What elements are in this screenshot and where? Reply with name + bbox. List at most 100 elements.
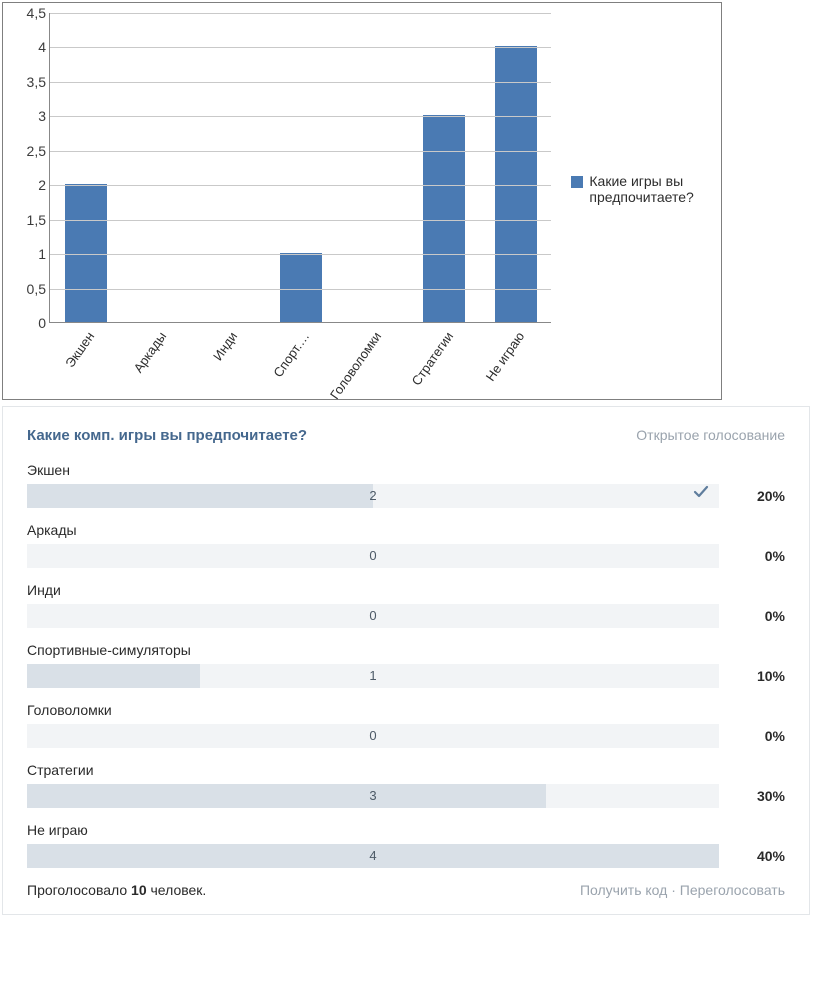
- poll-bar-track: 0: [27, 604, 719, 628]
- poll-links: Получить код · Переголосовать: [580, 882, 785, 898]
- y-tick-label: 0,5: [16, 281, 46, 297]
- poll-option-label: Головоломки: [27, 702, 785, 718]
- poll-bar-track: 0: [27, 724, 719, 748]
- bar-column: [50, 13, 122, 322]
- poll-option[interactable]: Головоломки 0 0%: [27, 702, 785, 748]
- chart-legend: Какие игры вы предпочитаете?: [571, 173, 711, 205]
- bar-column: [337, 13, 409, 322]
- bar-column: [480, 13, 552, 322]
- bar-column: [193, 13, 265, 322]
- poll-option-percent: 0%: [737, 728, 785, 744]
- x-tick-label: Головоломки: [327, 329, 384, 402]
- bar: [65, 184, 107, 322]
- revote-link[interactable]: Переголосовать: [680, 882, 785, 898]
- gridline: [50, 82, 551, 83]
- x-tick-label: Не играю: [483, 329, 528, 384]
- poll-option-row: 4 40%: [27, 844, 785, 868]
- y-tick-label: 2: [16, 177, 46, 193]
- check-icon: [693, 484, 709, 508]
- poll-bar-votes: 0: [27, 604, 719, 628]
- gridline: [50, 185, 551, 186]
- y-tick-label: 3: [16, 108, 46, 124]
- poll-bar-votes: 4: [27, 844, 719, 868]
- poll-options: Экшен 2 20% Аркады 0 0% Инди 0 0% Спортивные-симу…: [27, 462, 785, 868]
- poll-option-label: Стратегии: [27, 762, 785, 778]
- poll-option-row: 3 30%: [27, 784, 785, 808]
- gridline: [50, 116, 551, 117]
- poll-option[interactable]: Экшен 2 20%: [27, 462, 785, 508]
- x-tick-label: Спорт.…: [270, 329, 312, 380]
- poll-footer: Проголосовало 10 человек. Получить код ·…: [27, 882, 785, 898]
- y-tick-label: 1: [16, 246, 46, 262]
- gridline: [50, 289, 551, 290]
- x-tick-label: Аркады: [130, 329, 169, 375]
- poll-bar-votes: 2: [27, 484, 719, 508]
- poll-option-percent: 30%: [737, 788, 785, 804]
- x-axis-labels: Экшен Аркады Инди Спорт.… ГоловоломкиСтратег…: [49, 323, 551, 393]
- poll-header: Какие комп. игры вы предпочитаете? Откры…: [27, 427, 785, 444]
- poll-voters: Проголосовало 10 человек.: [27, 882, 206, 898]
- x-label-cell: Не играю: [480, 323, 552, 393]
- poll-option[interactable]: Спортивные-симуляторы 1 10%: [27, 642, 785, 688]
- poll-option-row: 0 0%: [27, 604, 785, 628]
- bar-column: [265, 13, 337, 322]
- poll-bar-track: 4: [27, 844, 719, 868]
- poll-bar-track: 0: [27, 544, 719, 568]
- poll-option-label: Аркады: [27, 522, 785, 538]
- plot-region: 00,511,522,533,544,5: [49, 13, 551, 323]
- bar: [495, 46, 537, 322]
- y-tick-label: 0: [16, 315, 46, 331]
- chart-plot: 00,511,522,533,544,5 Экшен Аркады Инди Спор…: [13, 13, 551, 393]
- x-label-cell: Стратегии: [408, 323, 480, 393]
- y-tick-label: 3,5: [16, 74, 46, 90]
- bar-column: [122, 13, 194, 322]
- gridline: [50, 254, 551, 255]
- x-label-cell: Аркады: [121, 323, 193, 393]
- poll-option-percent: 40%: [737, 848, 785, 864]
- bar-chart-card: 00,511,522,533,544,5 Экшен Аркады Инди Спор…: [2, 2, 722, 400]
- x-label-cell: Экшен: [49, 323, 121, 393]
- bars-container: [50, 13, 551, 322]
- x-label-cell: Инди: [193, 323, 265, 393]
- x-tick-label: Стратегии: [408, 329, 456, 388]
- chart-area: 00,511,522,533,544,5 Экшен Аркады Инди Спор…: [13, 13, 711, 393]
- voters-prefix: Проголосовало: [27, 882, 131, 898]
- get-code-link[interactable]: Получить код: [580, 882, 667, 898]
- poll-bar-votes: 1: [27, 664, 719, 688]
- gridline: [50, 47, 551, 48]
- poll-option-label: Не играю: [27, 822, 785, 838]
- poll-bar-votes: 0: [27, 724, 719, 748]
- poll-option[interactable]: Инди 0 0%: [27, 582, 785, 628]
- legend-swatch: [571, 176, 583, 188]
- y-tick-label: 4,5: [16, 5, 46, 21]
- x-tick-label: Инди: [210, 329, 240, 363]
- poll-bar-votes: 0: [27, 544, 719, 568]
- voters-count: 10: [131, 882, 147, 898]
- poll-option-row: 0 0%: [27, 724, 785, 748]
- poll-option-percent: 0%: [737, 548, 785, 564]
- poll-bar-votes: 3: [27, 784, 719, 808]
- poll-option-label: Спортивные-симуляторы: [27, 642, 785, 658]
- poll-option-row: 2 20%: [27, 484, 785, 508]
- poll-option-percent: 20%: [737, 488, 785, 504]
- poll-option-label: Инди: [27, 582, 785, 598]
- x-label-cell: Головоломки: [336, 323, 408, 393]
- y-tick-label: 1,5: [16, 212, 46, 228]
- poll-card: Какие комп. игры вы предпочитаете? Откры…: [2, 406, 810, 915]
- x-tick-label: Экшен: [62, 329, 97, 370]
- poll-option[interactable]: Не играю 4 40%: [27, 822, 785, 868]
- poll-option-row: 0 0%: [27, 544, 785, 568]
- bar-column: [408, 13, 480, 322]
- poll-option[interactable]: Стратегии 3 30%: [27, 762, 785, 808]
- voters-suffix: человек.: [147, 882, 207, 898]
- poll-bar-track: 1: [27, 664, 719, 688]
- poll-option-label: Экшен: [27, 462, 785, 478]
- poll-option-percent: 10%: [737, 668, 785, 684]
- poll-option-percent: 0%: [737, 608, 785, 624]
- legend-text: Какие игры вы предпочитаете?: [589, 173, 711, 205]
- gridline: [50, 13, 551, 14]
- gridline: [50, 151, 551, 152]
- link-separator: ·: [667, 882, 679, 898]
- poll-option[interactable]: Аркады 0 0%: [27, 522, 785, 568]
- poll-bar-track: 2: [27, 484, 719, 508]
